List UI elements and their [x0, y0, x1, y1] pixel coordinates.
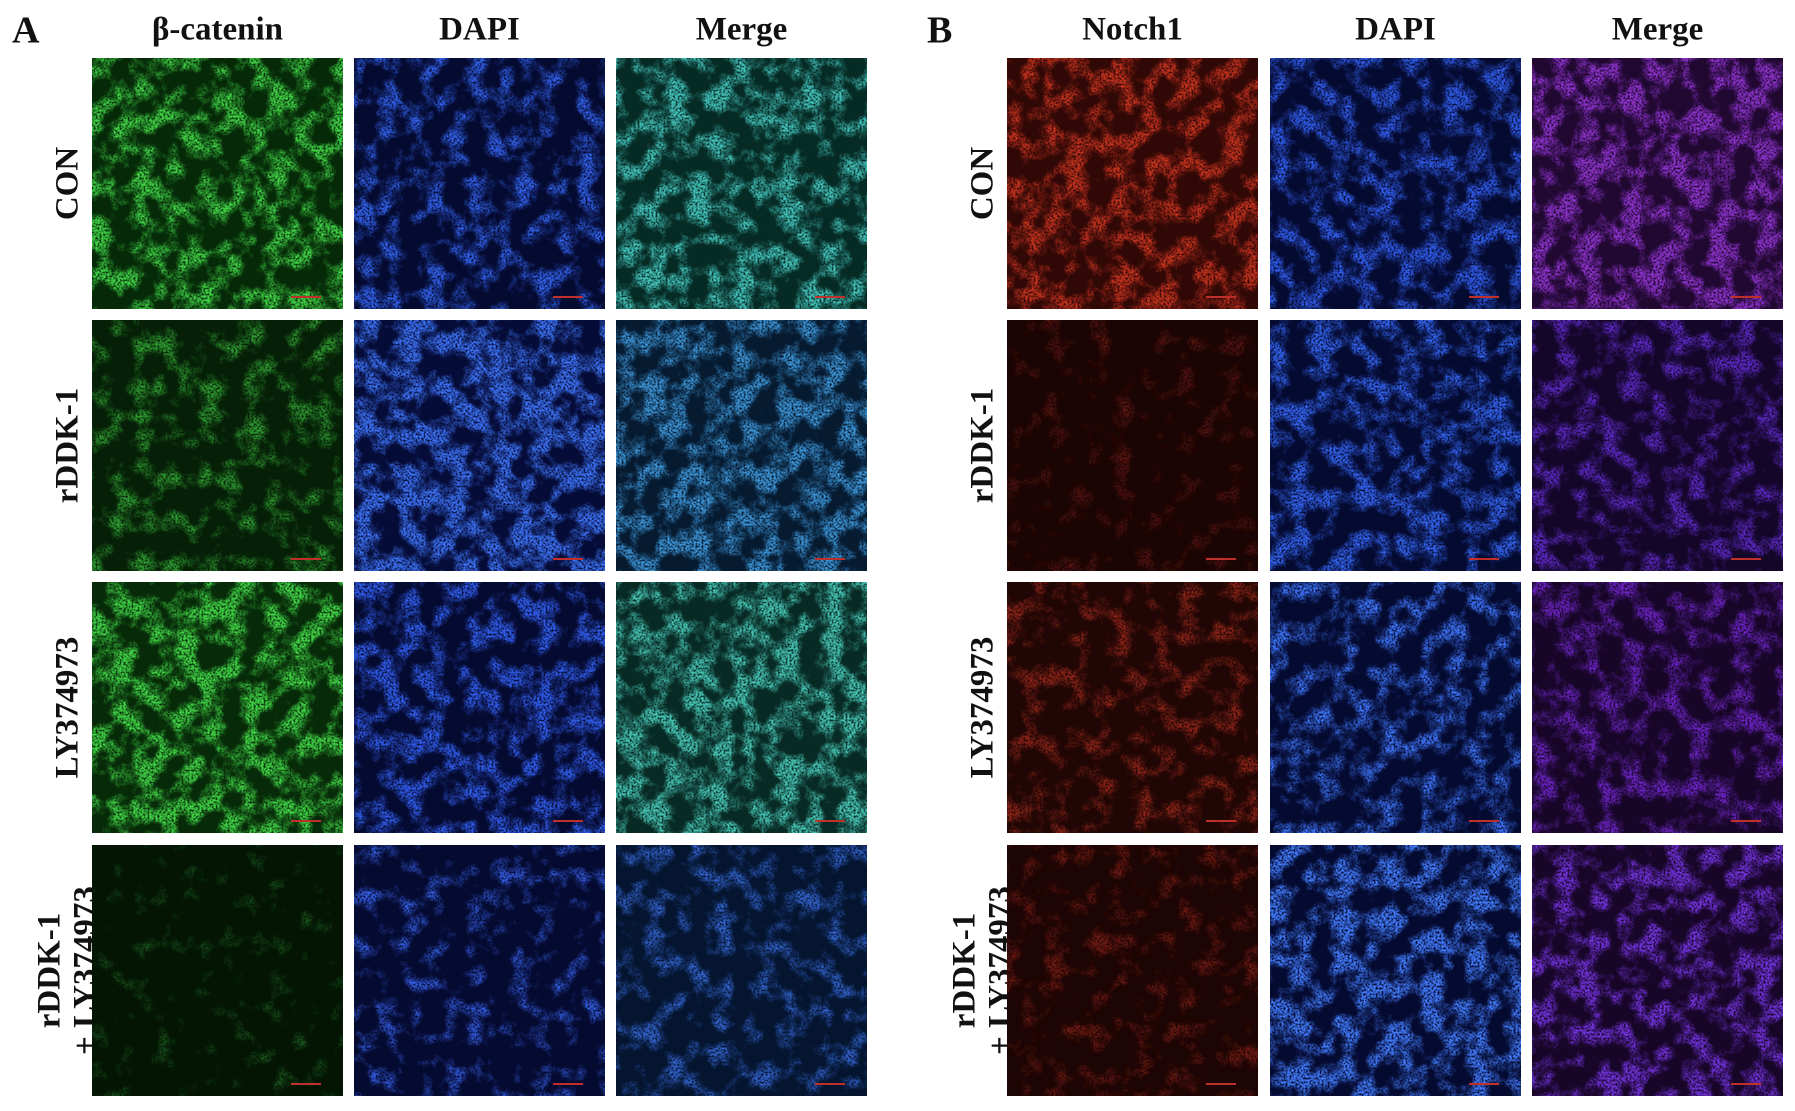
micrograph	[1270, 582, 1521, 833]
row-label-line: CON	[965, 147, 1001, 221]
column-header: Merge	[696, 12, 788, 48]
micrograph	[616, 320, 867, 571]
row-label-line: LY374973	[965, 637, 1001, 779]
row-label-line: rDDK-1	[965, 388, 1001, 503]
column-header: DAPI	[439, 12, 520, 48]
row-label-line: rDDK-1	[50, 388, 86, 503]
micrograph	[1532, 320, 1783, 571]
micrograph	[1270, 58, 1521, 309]
micrograph	[92, 845, 343, 1096]
micrograph	[92, 58, 343, 309]
micrograph	[354, 582, 605, 833]
micrograph	[354, 58, 605, 309]
row-label: LY374973	[50, 637, 86, 779]
row-label-line: CON	[50, 147, 86, 221]
micrograph	[616, 58, 867, 309]
micrograph	[1270, 845, 1521, 1096]
micrograph	[1270, 320, 1521, 571]
row-label-line: rDDK-1	[32, 913, 68, 1028]
row-label: rDDK-1	[965, 388, 1001, 503]
column-header: β-catenin	[152, 12, 283, 48]
micrograph	[1007, 320, 1258, 571]
micrograph	[354, 845, 605, 1096]
row-label: CON	[965, 147, 1001, 221]
row-label: rDDK-1	[50, 388, 86, 503]
micrograph	[92, 320, 343, 571]
panel-label: A	[12, 10, 40, 52]
micrograph	[1007, 845, 1258, 1096]
micrograph	[616, 845, 867, 1096]
micrograph	[1532, 582, 1783, 833]
micrograph	[1532, 845, 1783, 1096]
micrograph	[1007, 58, 1258, 309]
row-label-line: LY374973	[50, 637, 86, 779]
column-header: Notch1	[1082, 12, 1183, 48]
row-label-line: rDDK-1	[947, 913, 983, 1028]
micrograph	[1007, 582, 1258, 833]
column-header: DAPI	[1355, 12, 1436, 48]
micrograph	[616, 582, 867, 833]
micrograph	[354, 320, 605, 571]
micrograph	[1532, 58, 1783, 309]
panel-label: B	[927, 10, 952, 52]
row-label: CON	[50, 147, 86, 221]
column-header: Merge	[1612, 12, 1704, 48]
row-label: LY374973	[965, 637, 1001, 779]
micrograph	[92, 582, 343, 833]
